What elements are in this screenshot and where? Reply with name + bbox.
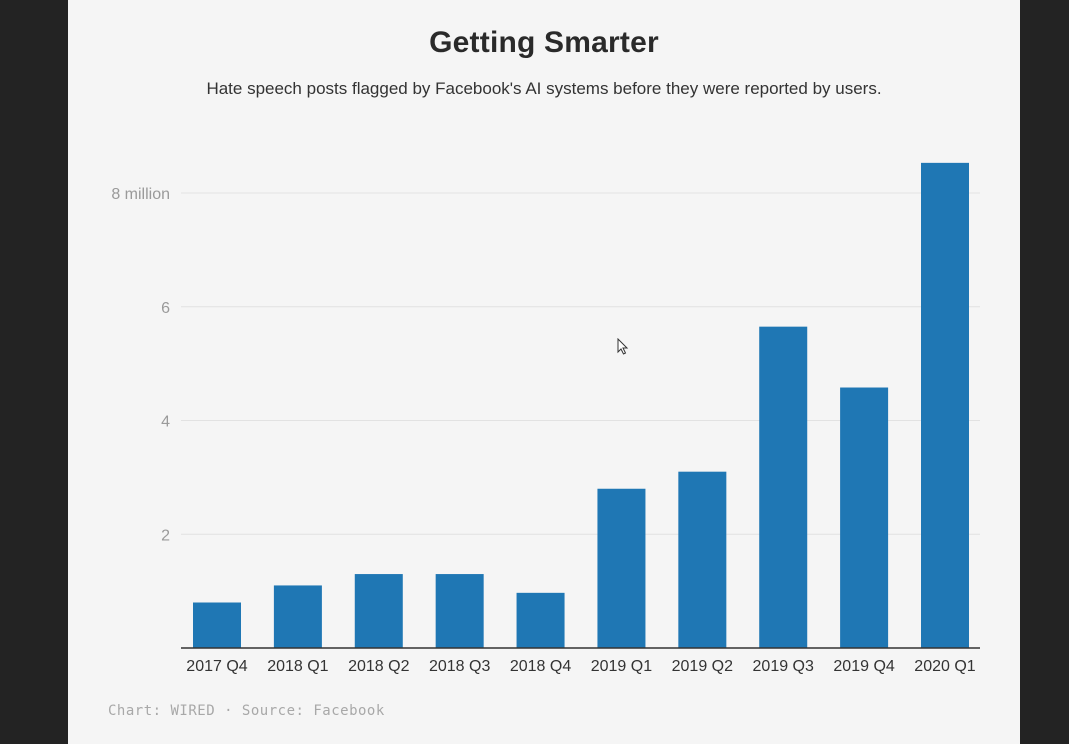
chart-source: Chart: WIRED · Source: Facebook: [108, 703, 385, 719]
bar: [273, 585, 322, 648]
bar: [840, 387, 889, 648]
chart-panel: Getting Smarter Hate speech posts flagge…: [68, 0, 1020, 744]
bar: [759, 326, 808, 648]
x-tick-label: 2019 Q2: [672, 658, 733, 675]
bar: [516, 592, 565, 648]
bar: [354, 574, 403, 648]
y-tick-label: 6: [161, 300, 170, 317]
y-tick-label: 4: [161, 414, 170, 431]
y-tick-label: 8 million: [111, 186, 170, 203]
mouse-cursor-icon: [617, 338, 629, 355]
bar: [921, 162, 969, 648]
bar: [678, 471, 727, 648]
left-dark-margin: [0, 0, 68, 744]
x-tick-label: 2018 Q1: [267, 658, 328, 675]
x-tick-label: 2019 Q3: [753, 658, 814, 675]
bar: [193, 602, 241, 648]
chart-title: Getting Smarter: [429, 26, 659, 59]
x-tick-label: 2019 Q4: [833, 658, 894, 675]
x-tick-label: 2019 Q1: [591, 658, 652, 675]
x-tick-label: 2020 Q1: [914, 658, 975, 675]
right-dark-margin: [1020, 0, 1069, 744]
chart-subtitle: Hate speech posts flagged by Facebook's …: [206, 79, 882, 98]
x-tick-label: 2018 Q2: [348, 658, 409, 675]
y-tick-label: 2: [161, 527, 170, 544]
bar: [435, 574, 484, 648]
bar: [597, 488, 646, 648]
bar-chart: 2 4 6 8 million 2017 Q4 2018 Q1 2018 Q2 2018 Q3…: [111, 162, 980, 675]
x-tick-label: 2017 Q4: [186, 658, 247, 675]
x-tick-label: 2018 Q4: [510, 658, 571, 675]
x-tick-label: 2018 Q3: [429, 658, 490, 675]
